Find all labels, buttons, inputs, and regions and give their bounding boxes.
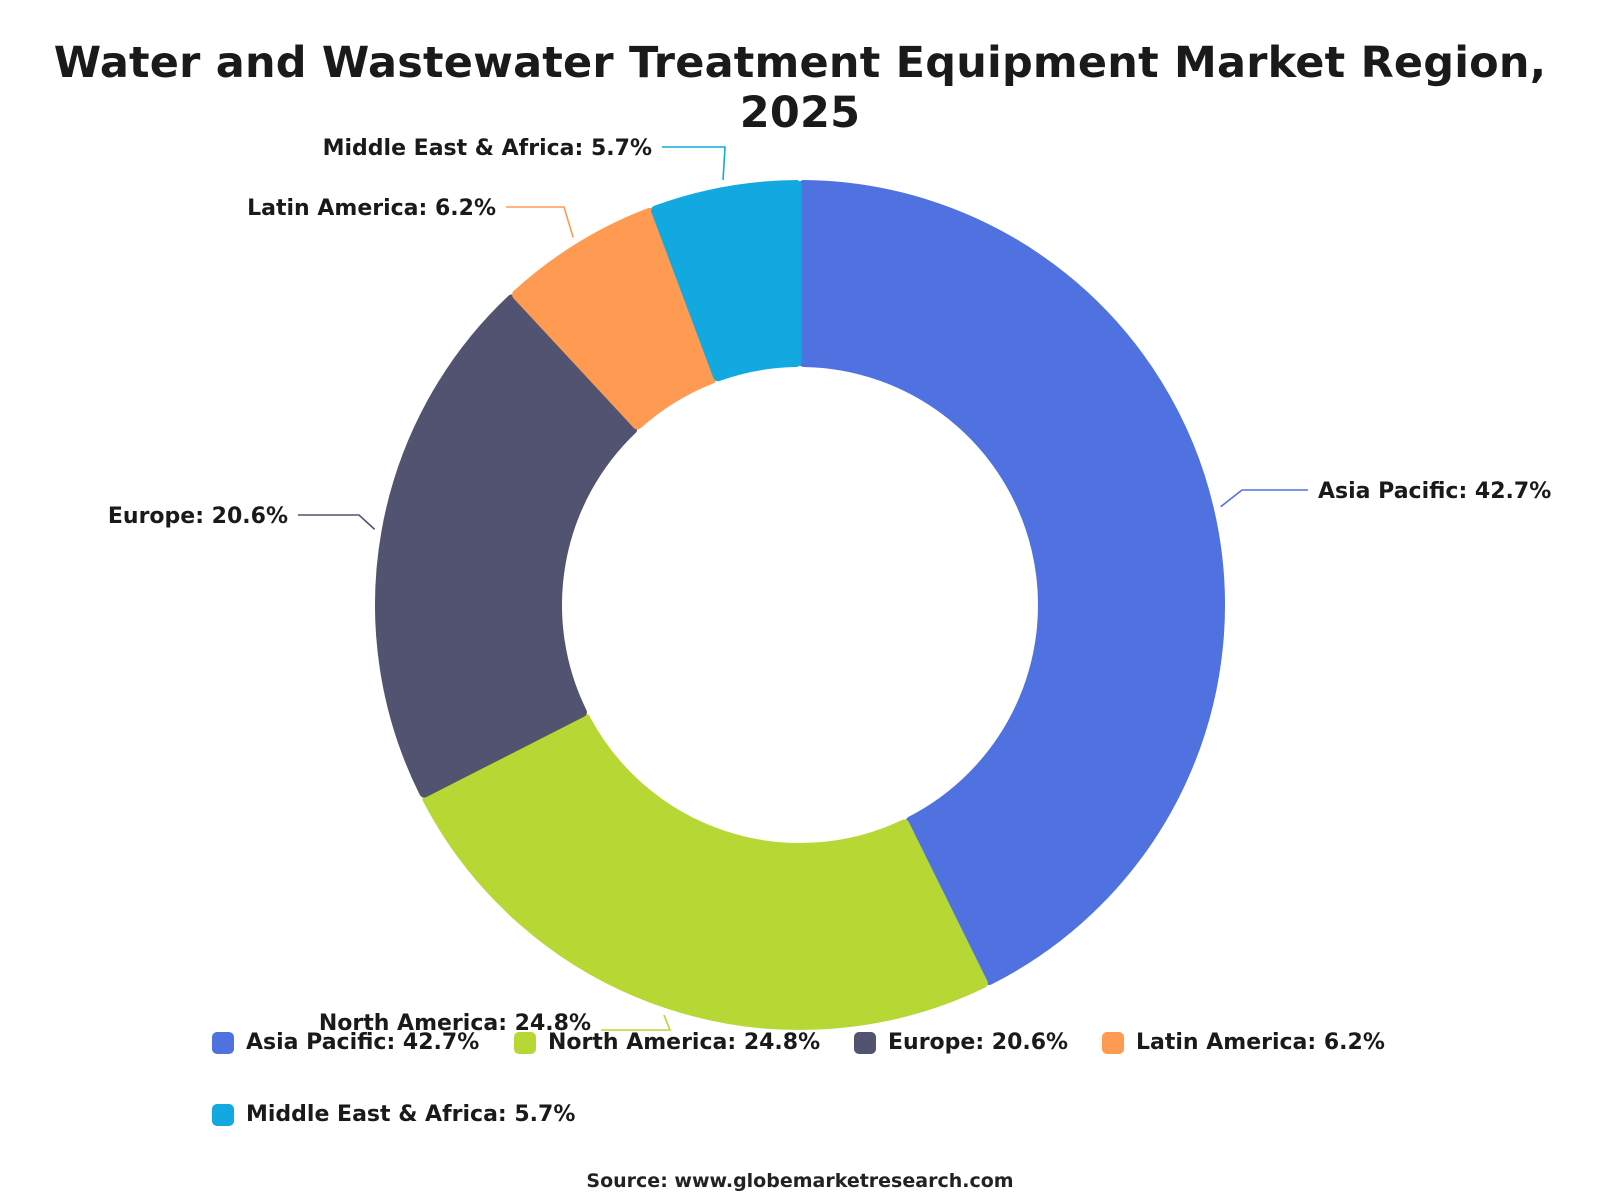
leader-lines-group xyxy=(298,146,1308,1031)
legend-item-middle-east-and-africa[interactable]: Middle East & Africa: 5.7% xyxy=(212,1102,575,1127)
slices-group xyxy=(375,180,1225,1030)
slice-middle-east-and-africa[interactable] xyxy=(651,180,802,382)
slice-north-america[interactable] xyxy=(422,713,988,1030)
legend-label: Middle East & Africa: 5.7% xyxy=(246,1102,576,1127)
legend-label: Asia Pacific: 42.7% xyxy=(246,1030,480,1055)
slice-label-north-america: North America: 24.8% xyxy=(319,1011,591,1036)
slice-label-middle-east-and-africa: Middle East & Africa: 5.7% xyxy=(323,136,652,161)
legend-label: Latin America: 6.2% xyxy=(1136,1030,1385,1055)
legend-item-north-america[interactable]: North America: 24.8% xyxy=(514,1030,820,1055)
chart-title: Water and Wastewater Treatment Equipment… xyxy=(53,38,1547,138)
slice-latin-america[interactable] xyxy=(511,207,717,430)
leader-line-middle-east-and-africa xyxy=(662,146,726,180)
slice-europe[interactable] xyxy=(375,294,638,798)
legend-item-europe[interactable]: Europe: 20.6% xyxy=(854,1030,1068,1055)
legend-swatch xyxy=(212,1103,234,1126)
legend-label: Europe: 20.6% xyxy=(888,1030,1069,1055)
slice-labels-group: Asia Pacific: 42.7% North America: 24.8% E… xyxy=(108,136,1551,1036)
slice-asia-pacific[interactable] xyxy=(798,180,1225,986)
slice-label-europe: Europe: 20.6% xyxy=(108,504,288,529)
legend-swatch xyxy=(1102,1031,1124,1054)
legend-swatch xyxy=(514,1031,536,1054)
slice-label-latin-america: Latin America: 6.2% xyxy=(247,196,496,221)
legend-item-asia-pacific[interactable]: Asia Pacific: 42.7% xyxy=(212,1030,479,1055)
legend-swatch xyxy=(854,1031,876,1054)
source-note: Source: www.globemarketresearch.com xyxy=(586,1170,1014,1192)
leader-line-asia-pacific xyxy=(1220,489,1308,508)
legend-item-latin-america[interactable]: Latin America: 6.2% xyxy=(1102,1030,1385,1055)
leader-line-europe xyxy=(298,514,376,530)
leader-line-latin-america xyxy=(506,206,574,238)
leader-line-north-america xyxy=(601,1014,672,1031)
legend-swatch xyxy=(212,1031,234,1054)
slice-label-asia-pacific: Asia Pacific: 42.7% xyxy=(1318,479,1551,504)
legend-label: North America: 24.8% xyxy=(548,1030,821,1055)
